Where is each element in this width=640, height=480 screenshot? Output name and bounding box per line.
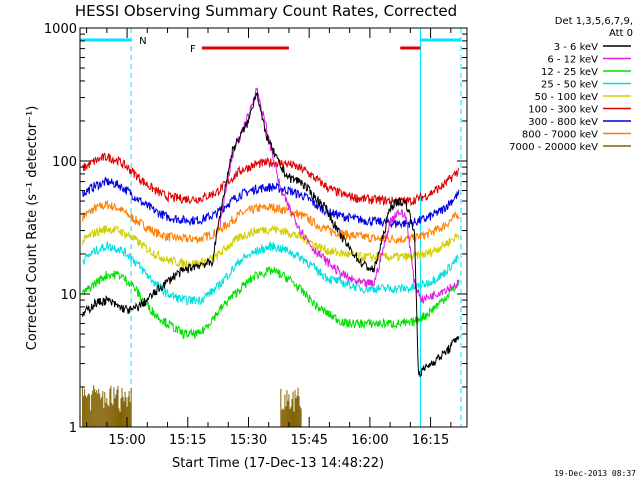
legend-label: 7000 - 20000 keV [509, 142, 598, 153]
series-line [82, 224, 460, 269]
legend-label: 3 - 6 keV [554, 42, 598, 53]
x-tick-label: 15:45 [290, 433, 327, 448]
x-tick-label: 16:15 [412, 433, 449, 448]
timestamp: 19-Dec-2013 08:37 [554, 469, 636, 478]
x-axis: 15:00 15:15 15:30 15:45 16:00 16:15 [86, 28, 452, 448]
flare-flag-label: F [190, 44, 196, 55]
x-tick-label: 16:00 [351, 433, 388, 448]
legend-header: Det 1,3,5,6,7,9,Att 0 [555, 16, 633, 39]
x-axis-label: Start Time (17-Dec-13 14:48:22) [172, 456, 384, 471]
chart-title: HESSI Observing Summary Count Rates, Cor… [75, 2, 457, 20]
y-tick-label: 1 [69, 421, 77, 436]
legend-header-line: Att 0 [609, 28, 633, 39]
legend-label: 800 - 7000 keV [522, 130, 598, 141]
series-line [82, 91, 460, 378]
legend-label: 50 - 100 keV [535, 92, 599, 103]
y-axis-label: Corrected Count Rate (s⁻¹ detector⁻¹) [25, 106, 40, 351]
x-tick-label: 15:15 [169, 433, 206, 448]
night-flag-label: N [139, 36, 146, 47]
series-line [82, 199, 460, 245]
plot-frame [79, 27, 468, 428]
x-tick-label: 15:30 [230, 433, 267, 448]
y-tick-label: 1000 [44, 22, 77, 37]
legend-label: 300 - 800 keV [528, 117, 598, 128]
x-tick-label: 15:00 [108, 433, 145, 448]
series-line [82, 176, 460, 229]
legend-label: 12 - 25 keV [541, 67, 598, 78]
series-line [82, 240, 460, 306]
legend-label: 6 - 12 keV [547, 55, 598, 66]
legend-header-line: Det 1,3,5,6,7,9, [555, 16, 633, 27]
legend-label: 100 - 300 keV [528, 105, 598, 116]
series-line [219, 87, 460, 304]
y-tick-label: 100 [52, 155, 77, 170]
y-tick-label: 10 [60, 288, 77, 303]
y-axis: 1 10 100 1000 [44, 22, 467, 436]
legend-label: 25 - 50 keV [541, 80, 598, 91]
